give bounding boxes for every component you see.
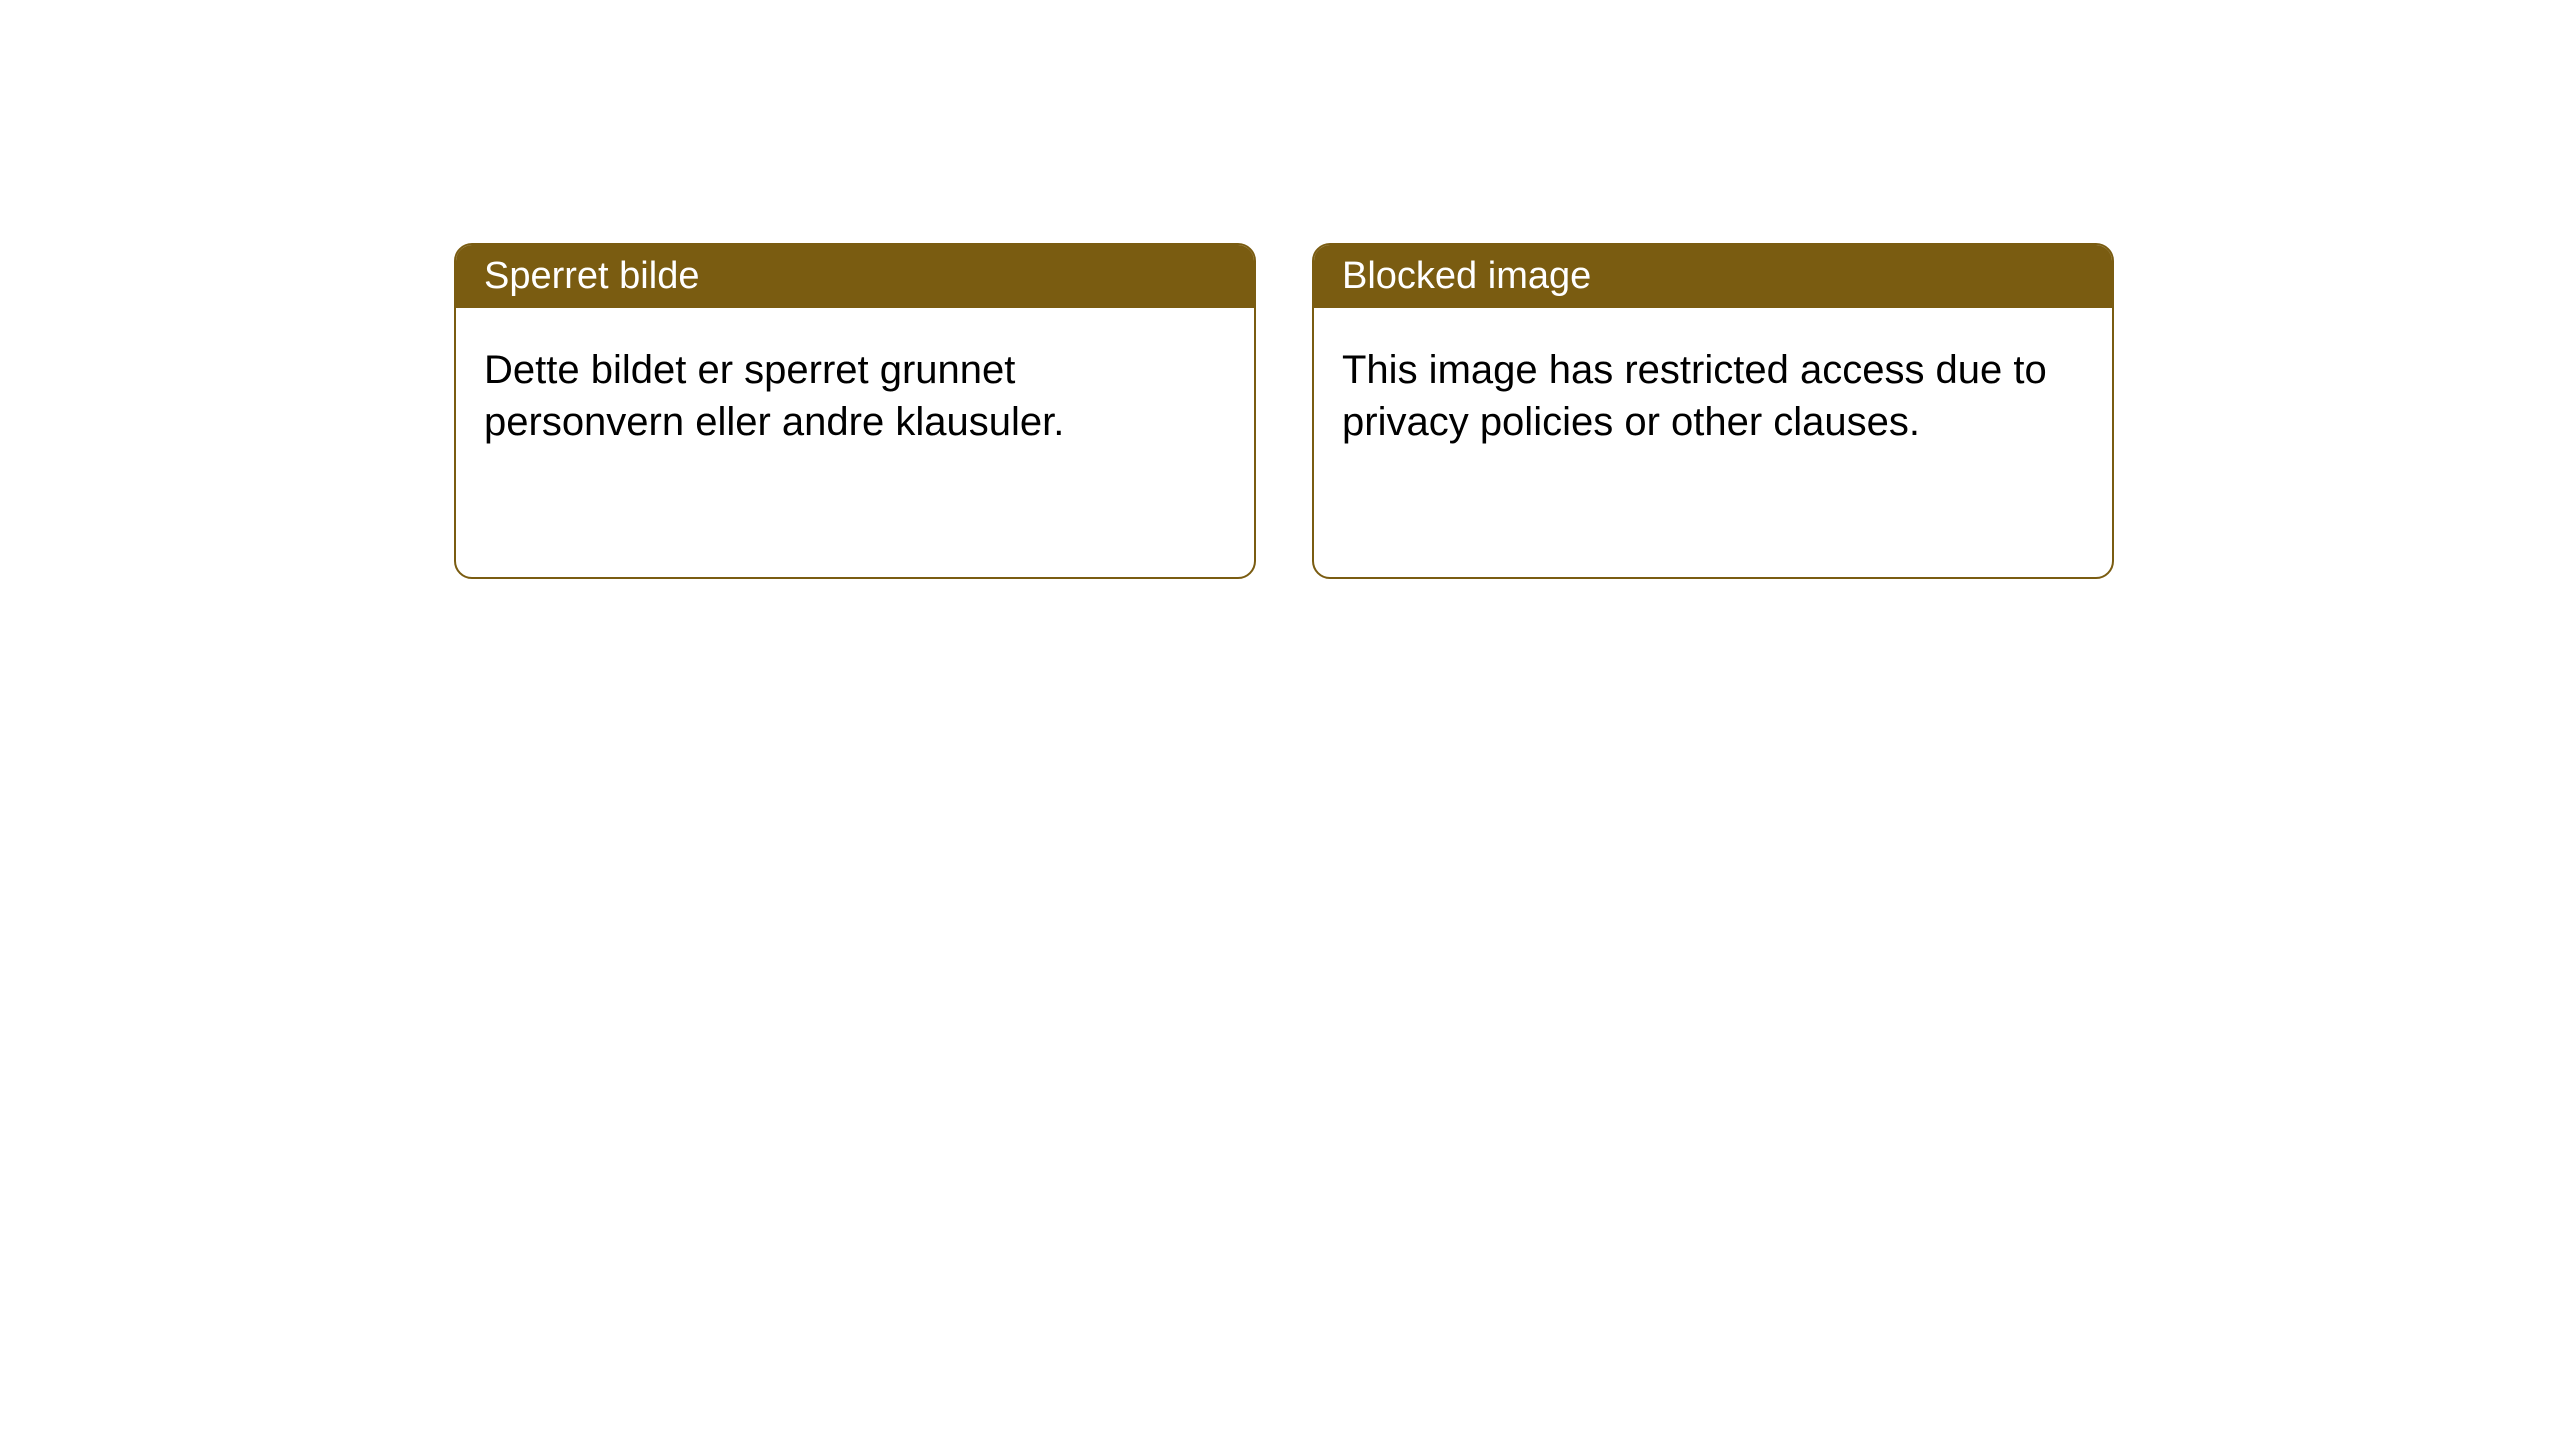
notice-title: Blocked image [1342, 255, 1591, 297]
notice-header: Sperret bilde [456, 245, 1254, 308]
notice-text: This image has restricted access due to … [1342, 348, 2047, 444]
notice-card-norwegian: Sperret bilde Dette bildet er sperret gr… [454, 243, 1256, 579]
notice-body: This image has restricted access due to … [1314, 308, 2112, 484]
notice-header: Blocked image [1314, 245, 2112, 308]
notice-container: Sperret bilde Dette bildet er sperret gr… [454, 243, 2114, 579]
notice-text: Dette bildet er sperret grunnet personve… [484, 348, 1064, 444]
notice-body: Dette bildet er sperret grunnet personve… [456, 308, 1254, 484]
notice-title: Sperret bilde [484, 255, 699, 297]
notice-card-english: Blocked image This image has restricted … [1312, 243, 2114, 579]
